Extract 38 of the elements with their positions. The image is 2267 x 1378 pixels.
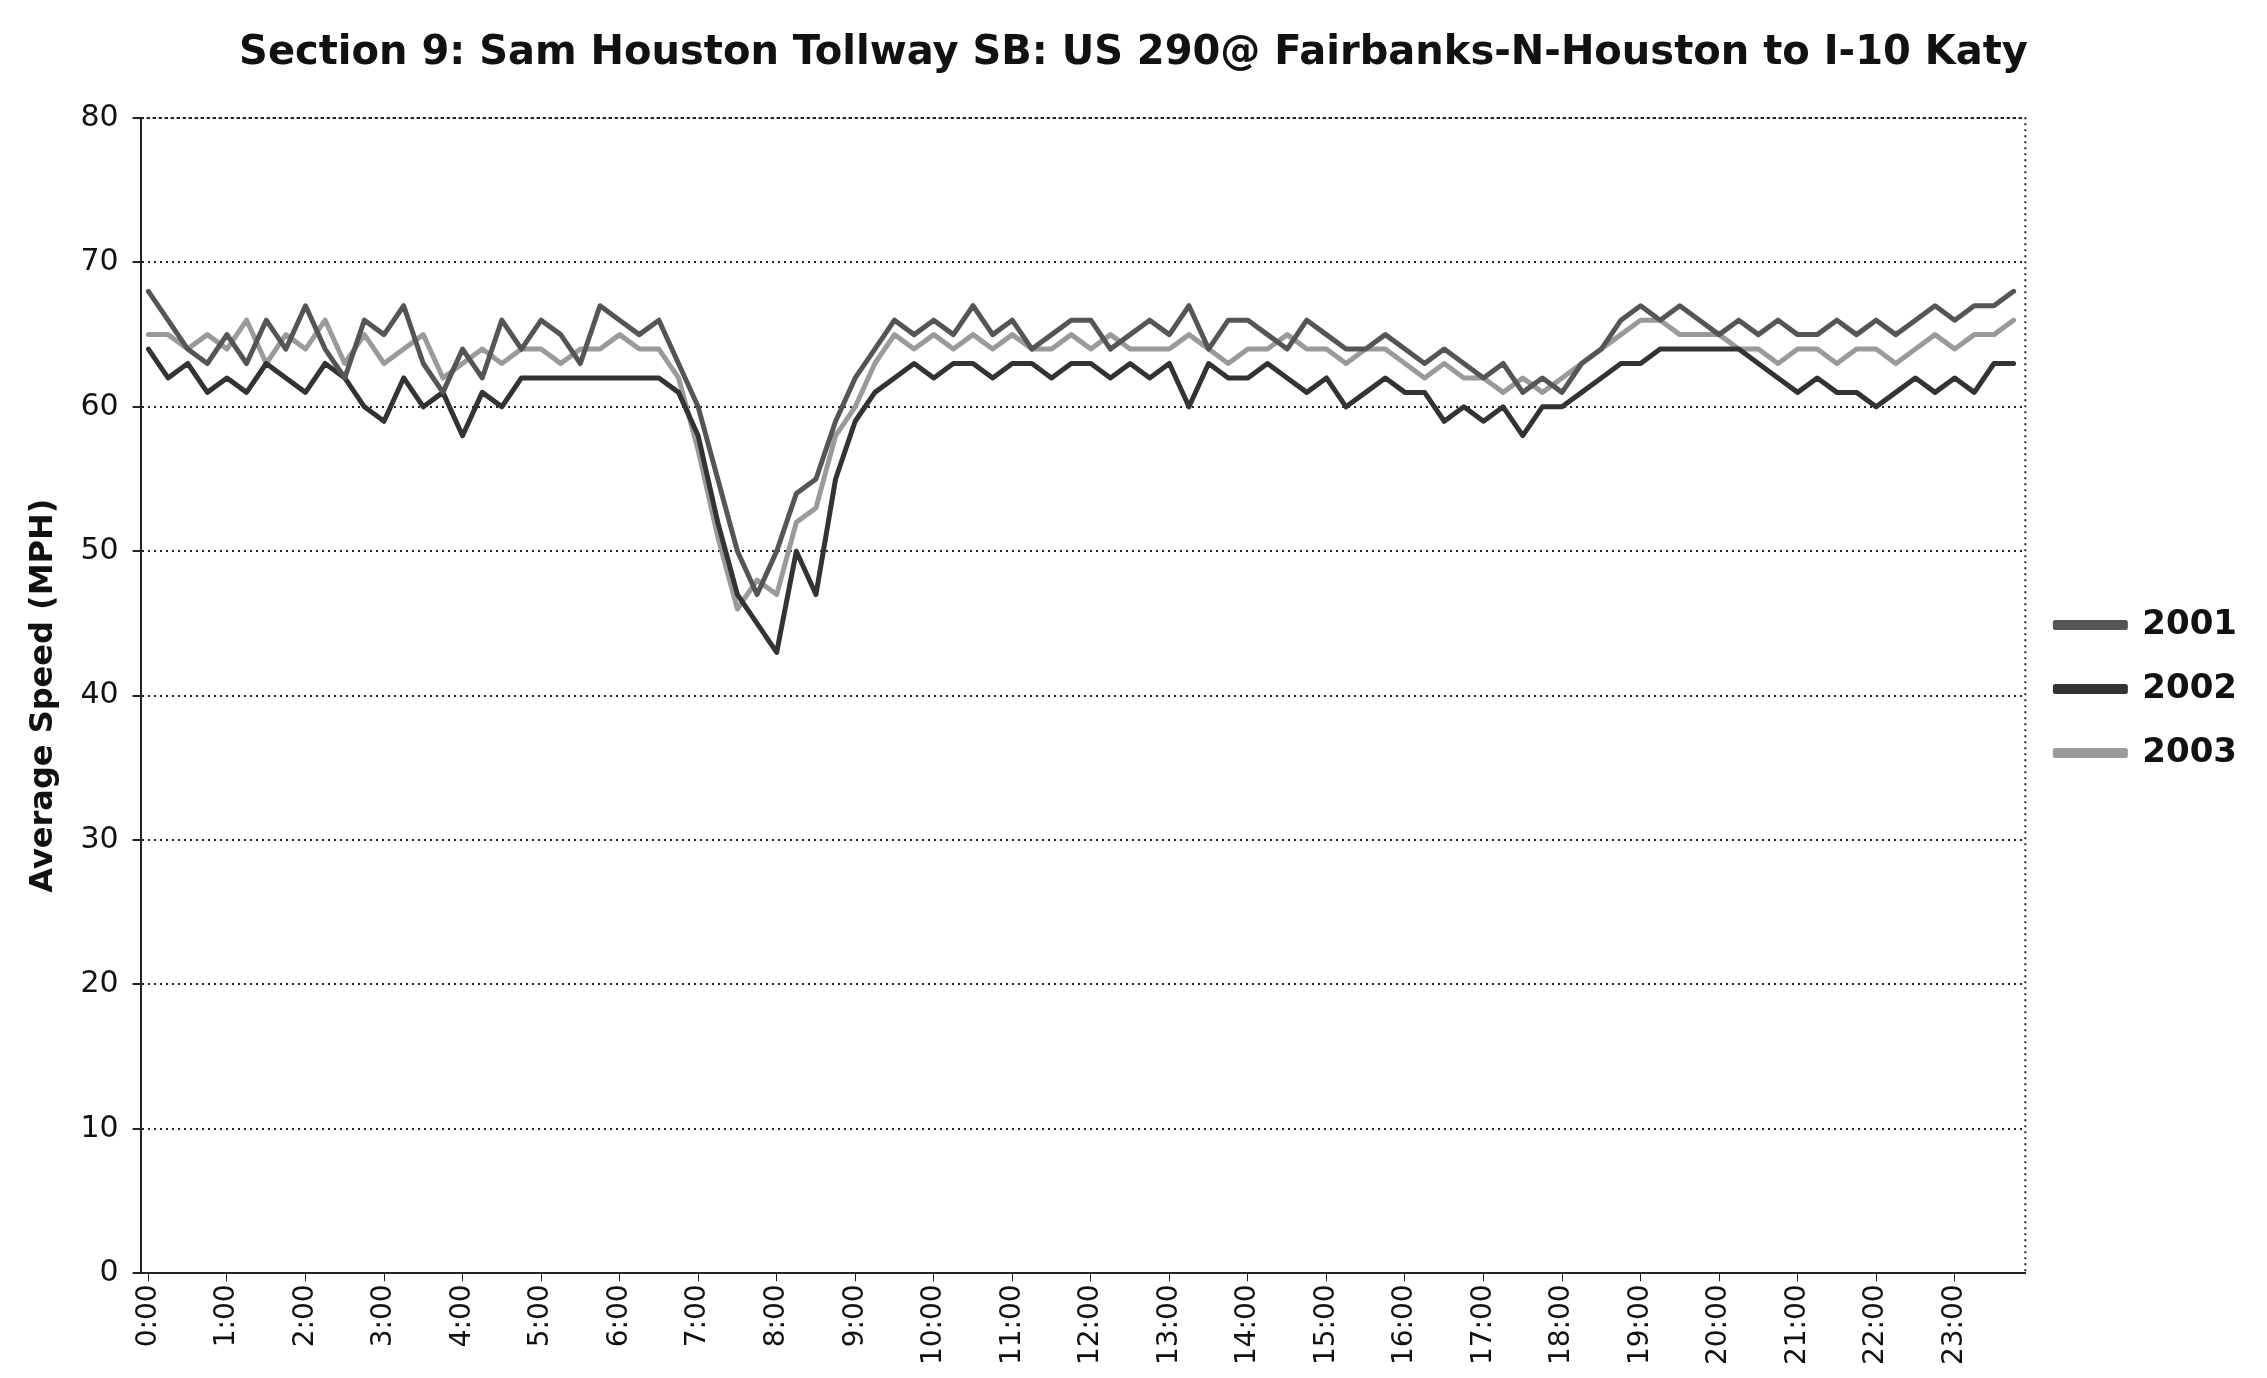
x-tick-label: 3:00 (365, 1284, 399, 1348)
x-tick-label: 8:00 (757, 1284, 791, 1348)
x-tick-label: 11:00 (993, 1284, 1027, 1366)
x-tick-label: 14:00 (1229, 1284, 1263, 1366)
y-tick-label: 50 (80, 531, 119, 567)
y-tick-label: 10 (80, 1108, 119, 1144)
x-tick-label: 19:00 (1621, 1284, 1655, 1366)
y-tick-label: 70 (80, 242, 119, 278)
x-tick-label: 2:00 (286, 1284, 320, 1348)
x-tick-label: 17:00 (1464, 1284, 1498, 1366)
x-tick-label: 20:00 (1700, 1284, 1734, 1366)
x-tick-label: 9:00 (836, 1284, 870, 1348)
legend-label: 2001 (2142, 601, 2238, 642)
y-tick-label: 0 (99, 1253, 119, 1289)
y-tick-label: 60 (80, 386, 119, 422)
x-tick-label: 21:00 (1778, 1284, 1812, 1366)
x-tick-label: 12:00 (1072, 1284, 1106, 1366)
legend-label: 2003 (2142, 729, 2238, 770)
x-tick-label: 18:00 (1543, 1284, 1577, 1366)
x-tick-label: 5:00 (522, 1284, 556, 1348)
chart-title: Section 9: Sam Houston Tollway SB: US 290@ Fairbanks-N-Houston to I-10 Katy (239, 27, 2028, 74)
x-tick-label: 0:00 (129, 1284, 163, 1348)
y-axis-title: Average Speed (MPH) (21, 498, 60, 893)
x-tick-label: 13:00 (1150, 1284, 1184, 1366)
y-tick-label: 20 (80, 964, 119, 1000)
legend-label: 2002 (2142, 665, 2238, 706)
x-tick-label: 6:00 (600, 1284, 634, 1348)
y-tick-label: 30 (80, 819, 119, 855)
x-tick-label: 22:00 (1857, 1284, 1891, 1366)
x-tick-label: 4:00 (443, 1284, 477, 1348)
x-tick-label: 7:00 (679, 1284, 713, 1348)
y-tick-label: 40 (80, 675, 119, 711)
x-tick-label: 16:00 (1386, 1284, 1420, 1366)
x-tick-label: 15:00 (1307, 1284, 1341, 1366)
y-tick-label: 80 (80, 97, 119, 133)
x-tick-label: 10:00 (915, 1284, 949, 1366)
x-tick-label: 23:00 (1935, 1284, 1969, 1366)
x-tick-label: 1:00 (208, 1284, 242, 1348)
